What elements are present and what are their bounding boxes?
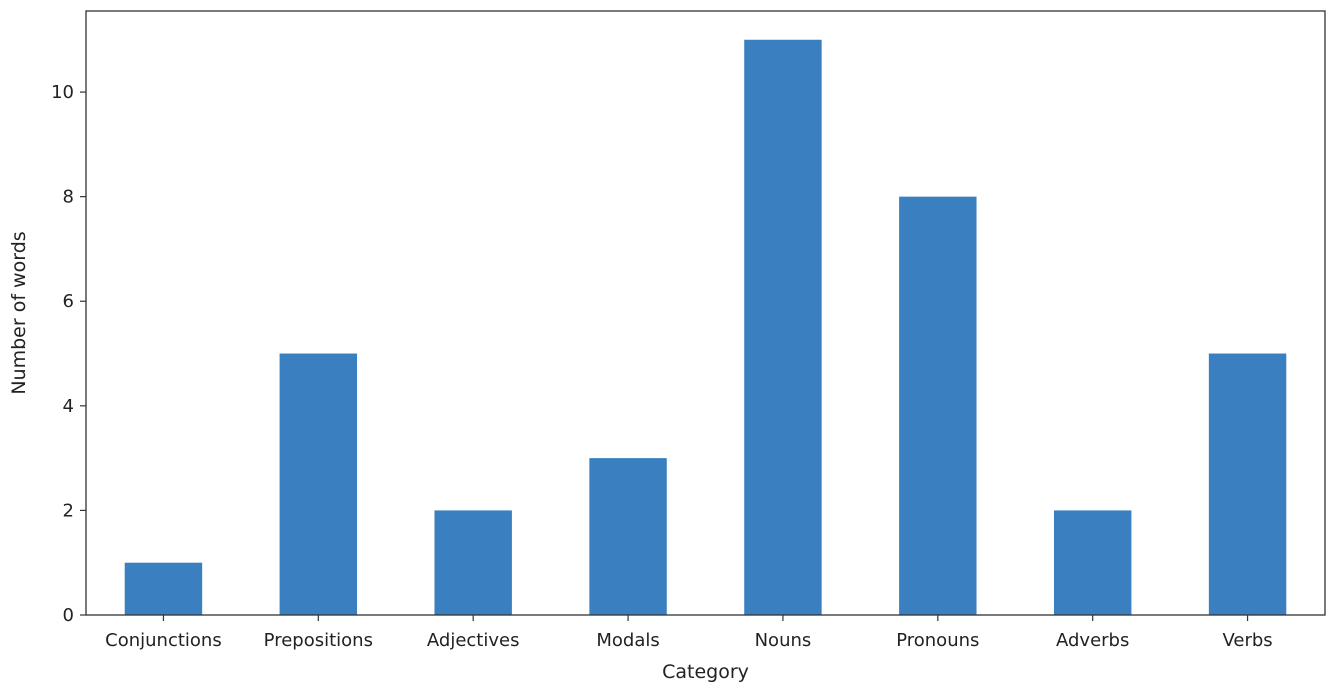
- bar-nouns: [744, 39, 822, 616]
- y-tick-label: 2: [63, 500, 74, 521]
- x-tick-label: Verbs: [1222, 630, 1272, 651]
- x-tick-label: Modals: [596, 630, 659, 651]
- bar-conjunctions: [124, 562, 203, 615]
- y-tick-label: 8: [63, 187, 74, 208]
- x-tick-label: Adverbs: [1056, 630, 1129, 651]
- x-tick-label: Adjectives: [427, 630, 520, 651]
- x-tick-label: Conjunctions: [105, 630, 222, 651]
- y-axis-ticks: 0 2 4 6 8 10: [51, 82, 86, 626]
- bar-adjectives: [434, 510, 512, 615]
- x-tick-label: Prepositions: [264, 630, 373, 651]
- x-axis-label: Category: [662, 661, 749, 683]
- plot-frame: [85, 10, 1326, 616]
- bar-modals: [589, 458, 667, 615]
- y-axis-label: Number of words: [8, 231, 30, 394]
- y-tick-label: 10: [51, 82, 74, 103]
- y-tick-label: 6: [63, 291, 74, 312]
- bars-group: [124, 39, 1287, 616]
- x-tick-label: Nouns: [755, 630, 812, 651]
- bar-pronouns: [899, 196, 977, 615]
- y-tick-label: 0: [63, 605, 74, 626]
- x-axis-ticks: Conjunctions Prepositions Adjectives Modals…: [105, 615, 1273, 651]
- bar-prepositions: [279, 353, 358, 615]
- y-tick-label: 4: [63, 396, 74, 417]
- bar-verbs: [1208, 353, 1287, 615]
- x-tick-label: Pronouns: [896, 630, 979, 651]
- bar-adverbs: [1053, 510, 1132, 615]
